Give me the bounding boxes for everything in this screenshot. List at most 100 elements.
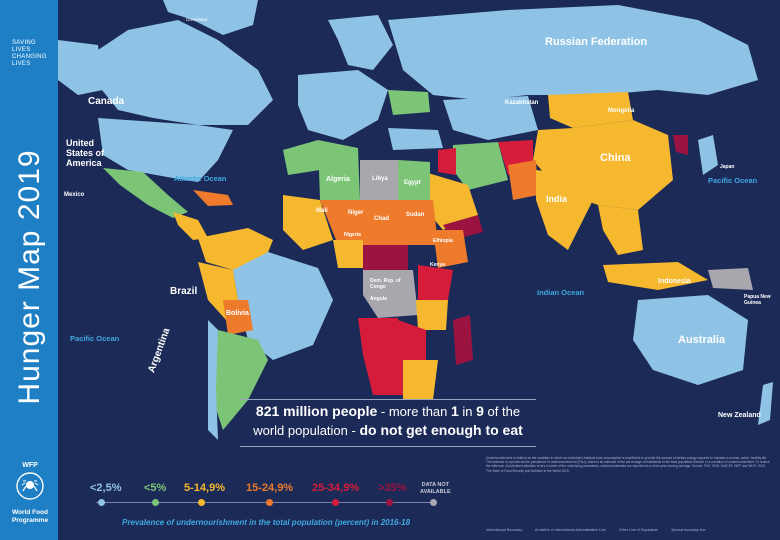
country-niger-chad <box>320 200 398 245</box>
tagline-line: CHANGING <box>12 54 47 60</box>
country-indonesia <box>603 262 708 290</box>
label-pacific-ocean-left: Pacific Ocean <box>70 334 120 343</box>
legend-na-label: DATA NOT AVAILABLE <box>420 482 451 495</box>
country-europe-west <box>298 70 388 140</box>
headline-text: - <box>347 423 360 438</box>
country-central-america <box>173 212 208 240</box>
world-map <box>58 0 773 440</box>
country-mexico <box>103 168 188 218</box>
country-india <box>536 170 593 250</box>
tagline-line: LIVES <box>12 47 31 53</box>
country-turkey <box>388 128 443 150</box>
legend-label: 5-14,9% <box>184 482 225 494</box>
boundary-key: International Boundary Armistice or Inte… <box>486 528 776 532</box>
label-new-zealand: New Zealand <box>718 412 761 419</box>
country-tanzania <box>416 300 448 330</box>
label-mali: Mali <box>316 208 328 214</box>
country-morocco <box>283 140 320 175</box>
boundary-key-item: Armistice or International Administrativ… <box>534 528 606 532</box>
label-bolivia: Bolivia <box>226 310 249 317</box>
label-drc: Dem. Rep. of Congo <box>370 278 401 290</box>
country-west-africa <box>283 195 333 250</box>
logo-label: WFP <box>22 462 38 469</box>
org-name: Programme <box>11 517 49 524</box>
country-greenland <box>163 0 258 35</box>
country-algeria <box>318 140 360 200</box>
legend-label: 25-34,9% <box>312 482 360 494</box>
poster-title: Hunger Map 2019 <box>13 149 46 405</box>
country-alaska <box>58 40 103 95</box>
country-mongolia <box>548 92 633 128</box>
label-indian-ocean: Indian Ocean <box>537 288 585 297</box>
label-australia: Australia <box>678 334 726 346</box>
country-southeast-asia <box>598 205 643 255</box>
headline-text: of the <box>483 404 521 419</box>
label-usa: United States of America <box>66 138 105 168</box>
country-kenya <box>418 265 453 300</box>
wheat-wreath-icon <box>16 472 44 500</box>
country-drc <box>363 270 418 318</box>
country-iraq <box>438 148 456 175</box>
legend-label: <2,5% <box>90 482 122 494</box>
country-korea-north <box>673 135 688 155</box>
country-caribbean <box>193 190 233 206</box>
country-sudan <box>398 200 438 245</box>
label-nigeria: Nigeria <box>344 232 361 238</box>
headline-line2: world population - do not get enough to … <box>240 421 536 440</box>
country-japan <box>698 135 718 175</box>
label-algeria: Algeria <box>326 176 350 183</box>
label-niger: Niger <box>348 210 364 216</box>
country-nigeria <box>333 240 363 268</box>
country-papua <box>708 268 753 290</box>
country-madagascar <box>453 315 473 365</box>
label-png: Papua New Guinea <box>744 294 771 306</box>
legend-caption: Prevalence of undernourishment in the to… <box>122 518 411 527</box>
label-sudan: Sudan <box>406 212 425 218</box>
tagline: SAVING LIVES CHANGING LIVES <box>12 40 47 68</box>
label-china: China <box>600 152 631 164</box>
legend-na-text: AVAILABLE <box>420 488 451 495</box>
label-atlantic-ocean: Atlantic Ocean <box>174 174 227 183</box>
legend-label: 15-24,9% <box>246 482 294 494</box>
label-russia: Russian Federation <box>545 36 648 48</box>
legend-label: >35% <box>378 482 407 494</box>
headline-emphasis: do not get enough to eat <box>359 422 523 438</box>
legend-label: <5% <box>144 482 167 494</box>
legend-dot <box>198 499 205 506</box>
headline-number: 9 <box>476 403 484 419</box>
label-brazil: Brazil <box>170 286 198 297</box>
country-car <box>363 245 408 270</box>
label-canada: Canada <box>88 96 125 107</box>
legend-na-text: DATA NOT <box>421 482 450 488</box>
label-japan: Japan <box>720 164 735 170</box>
wfp-logo: WFP World Food Programme <box>6 462 54 525</box>
legend-dot <box>386 499 393 506</box>
headline-rule-bottom <box>240 446 536 447</box>
label-libya: Libya <box>372 176 388 182</box>
headline-text: - more than <box>377 404 451 419</box>
country-bolivia <box>223 300 253 335</box>
headline-rule-top <box>240 399 536 400</box>
label-greenland: Greenland <box>186 17 208 22</box>
country-brazil <box>233 252 333 360</box>
country-ukraine <box>388 90 430 115</box>
country-usa <box>98 118 233 182</box>
headline-text: world population <box>253 423 348 438</box>
country-australia <box>633 295 748 385</box>
headline-figure: 821 million people <box>255 403 378 419</box>
country-iran <box>453 142 508 190</box>
headline-statistic: 821 million people - more than 1 in 9 of… <box>240 402 536 440</box>
boundary-key-item: Other Line of Separation <box>618 528 659 532</box>
label-kazakhstan: Kazakhstan <box>505 100 539 106</box>
country-chile <box>208 320 218 440</box>
country-ethiopia <box>433 230 468 268</box>
legend-dot <box>332 499 339 506</box>
country-angola <box>358 318 403 355</box>
legend-dot <box>266 499 273 506</box>
country-scandinavia <box>328 15 393 70</box>
headline-text: in <box>458 404 477 419</box>
legend-dot <box>152 499 159 506</box>
country-namibia <box>363 355 403 395</box>
title-sidebar: SAVING LIVES CHANGING LIVES Hunger Map 2… <box>0 0 58 540</box>
